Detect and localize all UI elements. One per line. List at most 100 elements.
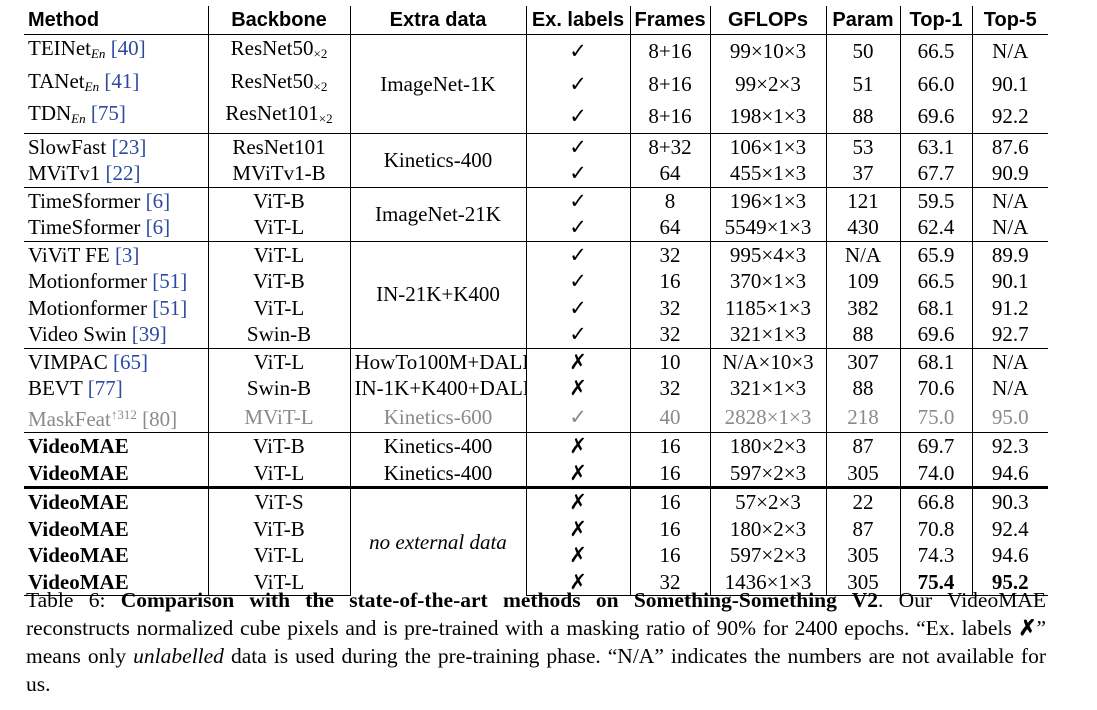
table-row: Motionformer [51] ViT-L ✓ 32 1185×1×3 382 68.1… — [24, 294, 1048, 321]
method-name: SlowFast — [28, 134, 107, 159]
header-frames: Frames — [630, 6, 711, 35]
table-row: TANetEn [41] ResNet50×2 ✓ 8+16 99×2×3 51 66.0 9… — [24, 67, 1048, 100]
method-cell: ViViT FE [3] — [24, 240, 209, 268]
frames-cell: 8+16 — [630, 67, 711, 100]
param-cell: 50 — [826, 34, 901, 68]
method-cell: MaskFeat↑312 [80] — [24, 401, 209, 433]
gflops-cell: 99×2×3 — [710, 67, 827, 100]
backbone-name: ViT-L — [253, 460, 305, 485]
top1-cell: 69.7 — [900, 432, 973, 460]
table-body: TEINetEn [40] ResNet50×2 ImageNet-1K ✓ 8+16 9… — [24, 34, 1048, 596]
backbone-cell: ResNet50×2 — [208, 34, 351, 68]
top5-cell: 95.0 — [991, 404, 1029, 429]
backbone-name: MViTv1-B — [232, 161, 326, 185]
gflops-cell: 597×2×3 — [710, 542, 827, 569]
table-row: VideoMAE ViT-B Kinetics-400 ✗ 16 180×2×3 87 69.… — [24, 432, 1048, 460]
method-subscript: En — [90, 46, 106, 61]
backbone-name: ViT-L — [253, 569, 305, 594]
param-cell: 87 — [826, 515, 901, 542]
method-name: VideoMAE — [28, 543, 129, 567]
top1-cell: 68.1 — [900, 347, 973, 375]
gflops-cell: 1436×1×3 — [710, 568, 827, 596]
param-cell: 88 — [826, 375, 901, 402]
method-cell: SlowFast [23] — [24, 132, 209, 160]
top5-cell: 95.2 — [972, 568, 1048, 596]
check-mark-icon: ✓ — [526, 214, 631, 241]
backbone-cell: MViTv1-B — [208, 160, 351, 187]
top5-cell: 89.9 — [972, 240, 1048, 268]
cross-mark-icon: ✗ — [526, 486, 631, 516]
extra-data-cell: ImageNet-21K — [350, 186, 527, 241]
caption-part-1: . Our VideoMAE reconstructs normalized c… — [26, 588, 1046, 640]
header-param: Param — [826, 6, 901, 35]
citation-link: [51] — [152, 295, 188, 320]
citation-link: [22] — [105, 161, 141, 185]
backbone-cell: ResNet50×2 — [208, 67, 351, 100]
param-cell: 109 — [826, 268, 901, 295]
backbone-cell: ViT-L — [208, 240, 351, 268]
citation-link: [3] — [114, 242, 140, 267]
cross-mark-icon: ✗ — [526, 542, 631, 569]
cross-mark-icon: ✗ — [526, 568, 631, 596]
top5-cell: 92.3 — [972, 432, 1048, 460]
method-name: VideoMAE — [28, 516, 129, 541]
cross-mark-icon: ✗ — [526, 459, 631, 488]
table-row: Motionformer [51] ViT-B ✓ 16 370×1×3 109 66.5 9… — [24, 268, 1048, 295]
frames-cell: 10 — [630, 347, 711, 375]
top1-cell: 66.0 — [900, 67, 973, 100]
top1-cell: 70.6 — [900, 375, 973, 402]
param-cell: 88 — [826, 321, 901, 348]
gflops-cell: 1185×1×3 — [710, 294, 827, 321]
method-cell: VideoMAE — [24, 515, 209, 542]
backbone-name: ViT-S — [254, 490, 304, 515]
param-cell: 37 — [826, 160, 901, 187]
backbone-cell: ViT-B — [208, 186, 351, 214]
backbone-name: ResNet101 — [232, 134, 326, 159]
method-subscript: En — [71, 111, 86, 126]
top5-cell: 90.9 — [991, 161, 1029, 185]
top1-cell: 59.5 — [900, 186, 973, 214]
backbone-cell: ViT-L — [208, 459, 351, 488]
cross-mark-icon: ✗ — [526, 375, 631, 402]
gflops-cell: 180×2×3 — [710, 515, 827, 542]
top5-cell: N/A — [992, 376, 1029, 400]
top5-cell: N/A — [972, 347, 1048, 375]
backbone-cell: ResNet101 — [208, 132, 351, 160]
table-caption: Table 6: Comparison with the state-of-th… — [26, 586, 1046, 698]
top5-cell: 94.6 — [991, 460, 1029, 485]
frames-cell: 8+32 — [630, 132, 711, 160]
backbone-name: Swin-B — [246, 376, 312, 400]
method-cell: VideoMAE — [24, 459, 209, 488]
method-cell: TDNEn [75] — [24, 100, 209, 133]
frames-cell: 16 — [630, 486, 711, 516]
frames-cell: 16 — [630, 515, 711, 542]
check-mark-icon: ✓ — [526, 294, 631, 321]
table-row: VideoMAE ViT-S no external data ✗ 16 57×2×3 22… — [24, 486, 1048, 596]
check-mark-icon: ✓ — [526, 240, 631, 268]
frames-cell: 16 — [630, 542, 711, 569]
top1-cell: 66.5 — [900, 268, 973, 295]
caption-part-2: ” means only — [26, 616, 1046, 668]
method-cell: VideoMAE — [24, 486, 209, 516]
param-cell: 305 — [826, 542, 901, 569]
top5-cell: 91.2 — [991, 295, 1029, 320]
table-row: VideoMAE ViT-L Kinetics-400 ✗ 16 597×2×3 305 74… — [24, 459, 1048, 488]
extra-data-cell: Kinetics-600 — [350, 401, 527, 433]
header-extra-data: Extra data — [350, 6, 527, 35]
top5-cell: 92.4 — [991, 516, 1029, 541]
top5-cell: 92.2 — [991, 104, 1029, 128]
table-row: BEVT [77] Swin-B IN-1K+K400+DALLE✗32321×1×… — [24, 375, 1048, 402]
gflops-cell: 321×1×3 — [710, 321, 827, 348]
check-mark-icon: ✓ — [526, 100, 631, 133]
method-name: VideoMAE — [28, 569, 129, 594]
gflops-cell: 198×1×3 — [710, 100, 827, 133]
method-name: TANet — [28, 68, 85, 93]
backbone-cell: ViT-L — [208, 568, 351, 596]
top1-cell: 74.3 — [900, 542, 973, 569]
method-name: BEVT — [28, 376, 83, 400]
gflops-cell: N/A×10×3 — [710, 347, 827, 375]
method-name: Motionformer — [28, 295, 147, 320]
frames-cell: 32 — [630, 375, 711, 402]
citation-link: [39] — [131, 322, 167, 346]
caption-unlabelled: unlabelled — [133, 644, 224, 668]
